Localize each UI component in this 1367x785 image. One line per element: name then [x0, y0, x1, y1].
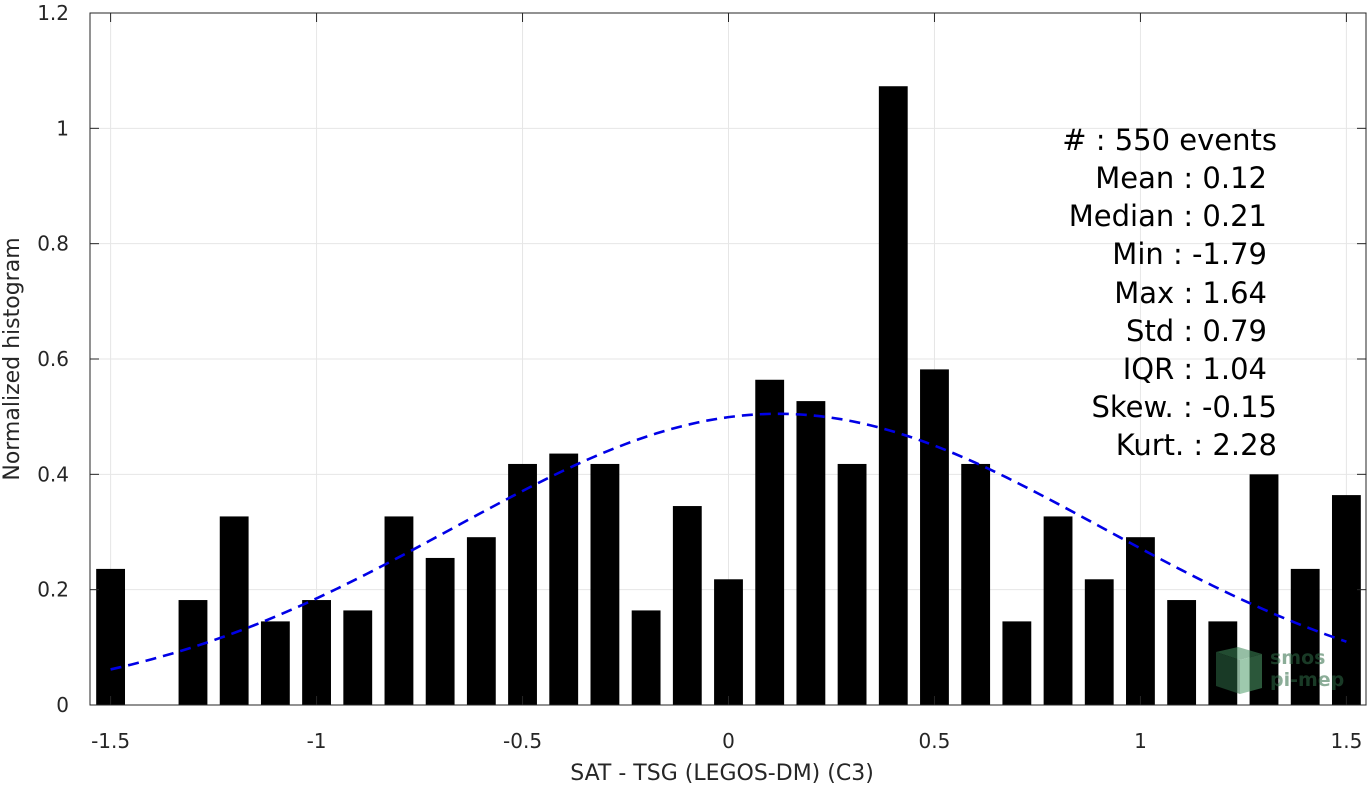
histogram-bar — [425, 557, 455, 705]
histogram-bar — [1002, 621, 1032, 705]
x-axis-label: SAT - TSG (LEGOS-DM) (C3) — [570, 761, 874, 785]
stat-median: Median : 0.21 — [1069, 199, 1267, 233]
histogram-bar — [672, 506, 702, 705]
histogram-bar — [508, 463, 537, 705]
stat-events: # : 550 events — [1062, 123, 1277, 157]
histogram-bars — [96, 86, 1361, 705]
stat-max: Max : 1.64 — [1114, 276, 1267, 310]
stat-mean: Mean : 0.12 — [1095, 161, 1267, 195]
histogram-bar — [549, 453, 579, 705]
histogram-bar — [796, 401, 826, 705]
normal-fit-curve — [110, 412, 1347, 671]
y-tick-label: 0.8 — [37, 232, 69, 256]
histogram-bar — [837, 463, 867, 705]
logo-cube-icon — [1216, 647, 1262, 694]
x-tick-labels: -1.5 -1 -0.5 0 0.5 1 1.5 — [91, 729, 1362, 753]
y-tick-label: 1 — [56, 116, 69, 140]
x-tick-label: 0 — [722, 729, 735, 753]
histogram-bar — [1043, 516, 1073, 705]
y-tick-labels: 0 0.2 0.4 0.6 0.8 1 1.2 — [37, 1, 69, 717]
histogram-bar — [1331, 495, 1361, 705]
y-tick-label: 0 — [56, 693, 69, 717]
histogram-bar — [961, 463, 991, 705]
y-tick-label: 0.4 — [37, 462, 69, 486]
stat-kurtosis: Kurt. : 2.28 — [1116, 428, 1277, 462]
statistics-annotation: # : 550 events Mean : 0.12 Median : 0.21… — [1062, 123, 1277, 462]
x-tick-label: -1.5 — [91, 729, 130, 753]
y-tick-label: 0.6 — [37, 347, 69, 371]
stat-min: Min : -1.79 — [1112, 237, 1267, 271]
x-tick-label: 1.5 — [1330, 729, 1362, 753]
stat-skewness: Skew. : -0.15 — [1091, 390, 1277, 424]
x-tick-label: -1 — [307, 729, 327, 753]
stat-iqr: IQR : 1.04 — [1123, 352, 1267, 386]
histogram-bar — [343, 610, 373, 705]
histogram-bar — [1126, 537, 1155, 705]
y-axis-label: Normalized histogram — [0, 237, 25, 480]
histogram-bar — [878, 86, 908, 705]
histogram-bar — [1167, 600, 1197, 705]
histogram-bar — [920, 369, 949, 705]
histogram-bar — [631, 610, 661, 705]
x-tick-label: 0.5 — [919, 729, 951, 753]
x-tick-label: 1 — [1134, 729, 1147, 753]
histogram-bar — [1084, 579, 1114, 705]
histogram-bar — [384, 516, 414, 705]
histogram-bar — [219, 516, 249, 705]
histogram-bar — [755, 379, 785, 705]
histogram-bar — [590, 463, 620, 705]
smos-pimep-logo: smos pi-mep — [1216, 647, 1344, 694]
histogram-bar — [96, 568, 126, 705]
histogram-bar — [466, 537, 496, 705]
y-tick-label: 0.2 — [37, 578, 69, 602]
histogram-bar — [1290, 568, 1320, 705]
histogram-bar — [260, 621, 290, 705]
logo-text-pimep: pi-mep — [1270, 669, 1344, 691]
histogram-bar — [178, 600, 208, 705]
y-tick-label: 1.2 — [37, 1, 69, 25]
stat-std: Std : 0.79 — [1126, 314, 1267, 348]
x-tick-label: -0.5 — [503, 729, 542, 753]
logo-text-smos: smos — [1270, 647, 1325, 669]
histogram-bar — [302, 600, 331, 705]
axis-ticks — [90, 12, 1366, 706]
histogram-bar — [714, 579, 743, 705]
